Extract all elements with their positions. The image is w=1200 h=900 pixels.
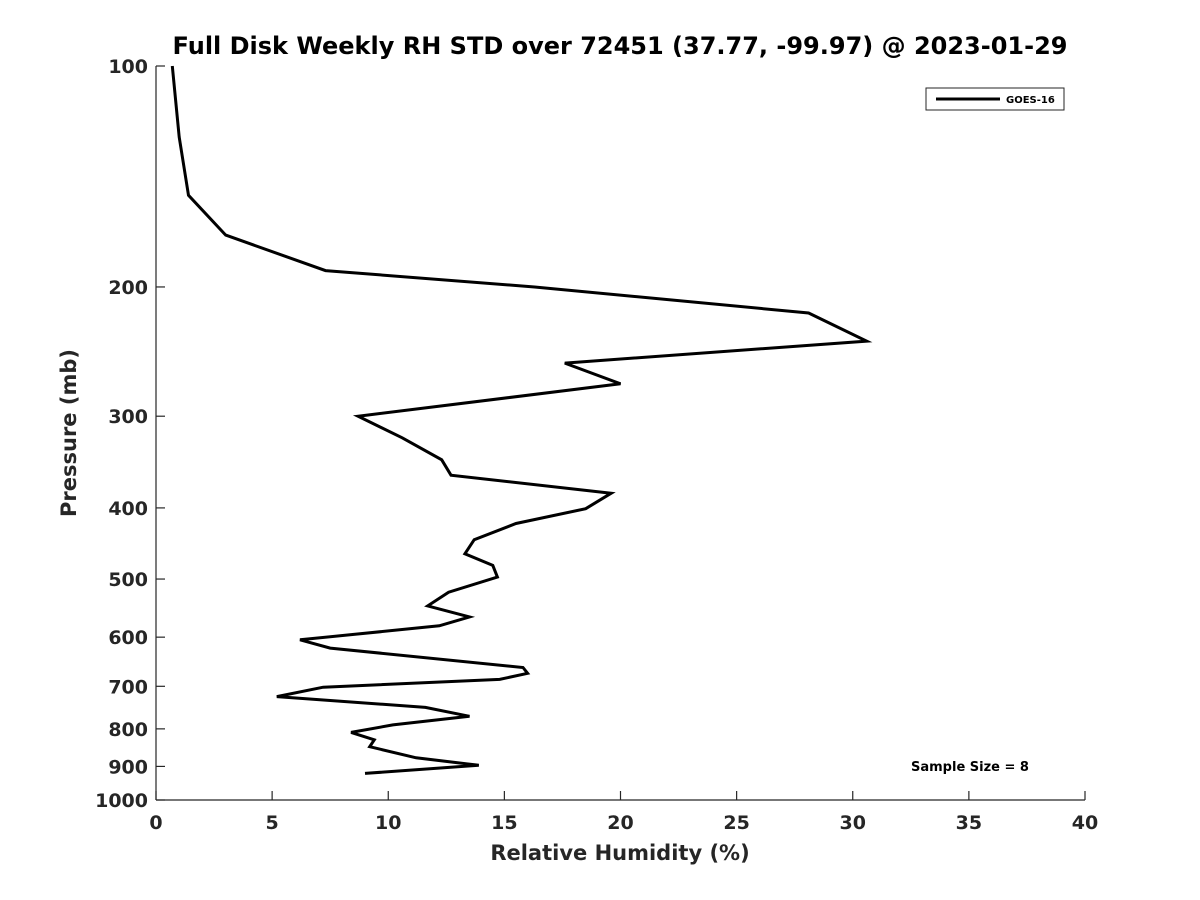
chart-title: Full Disk Weekly RH STD over 72451 (37.7… xyxy=(173,32,1068,60)
x-tick-label: 35 xyxy=(956,812,982,834)
y-tick-label: 300 xyxy=(108,406,148,428)
y-tick-label: 800 xyxy=(108,719,148,741)
x-axis-label: Relative Humidity (%) xyxy=(490,841,749,865)
series-goes-16-line xyxy=(170,65,873,775)
x-tick-label: 10 xyxy=(375,812,401,834)
y-ticks: 100 200 300 400 500 600 700 800 900 1000 xyxy=(95,56,165,812)
x-tick-label: 15 xyxy=(491,812,517,834)
x-tick-label: 40 xyxy=(1072,812,1098,834)
y-tick-label: 200 xyxy=(108,277,148,299)
x-ticks: 0 5 10 15 20 25 30 35 40 xyxy=(149,791,1098,834)
y-tick-label: 700 xyxy=(108,676,148,698)
y-tick-label: 600 xyxy=(108,627,148,649)
y-tick-label: 1000 xyxy=(95,790,148,812)
x-tick-label: 5 xyxy=(266,812,279,834)
y-tick-label: 100 xyxy=(108,56,148,78)
legend: GOES-16 xyxy=(925,87,1065,111)
y-axis-label: Pressure (mb) xyxy=(57,349,81,517)
axes: 0 5 10 15 20 25 30 35 40 100 200 300 400 500 600 700 80… xyxy=(95,56,1098,834)
y-tick-label: 500 xyxy=(108,569,148,591)
y-tick-label: 900 xyxy=(108,756,148,778)
y-tick-label: 400 xyxy=(108,498,148,520)
x-tick-label: 30 xyxy=(840,812,866,834)
x-tick-label: 25 xyxy=(723,812,749,834)
sample-size-annotation: Sample Size = 8 xyxy=(911,760,1029,775)
x-tick-label: 0 xyxy=(149,812,162,834)
x-tick-label: 20 xyxy=(607,812,633,834)
legend-entry-goes-16: GOES-16 xyxy=(1006,95,1055,106)
